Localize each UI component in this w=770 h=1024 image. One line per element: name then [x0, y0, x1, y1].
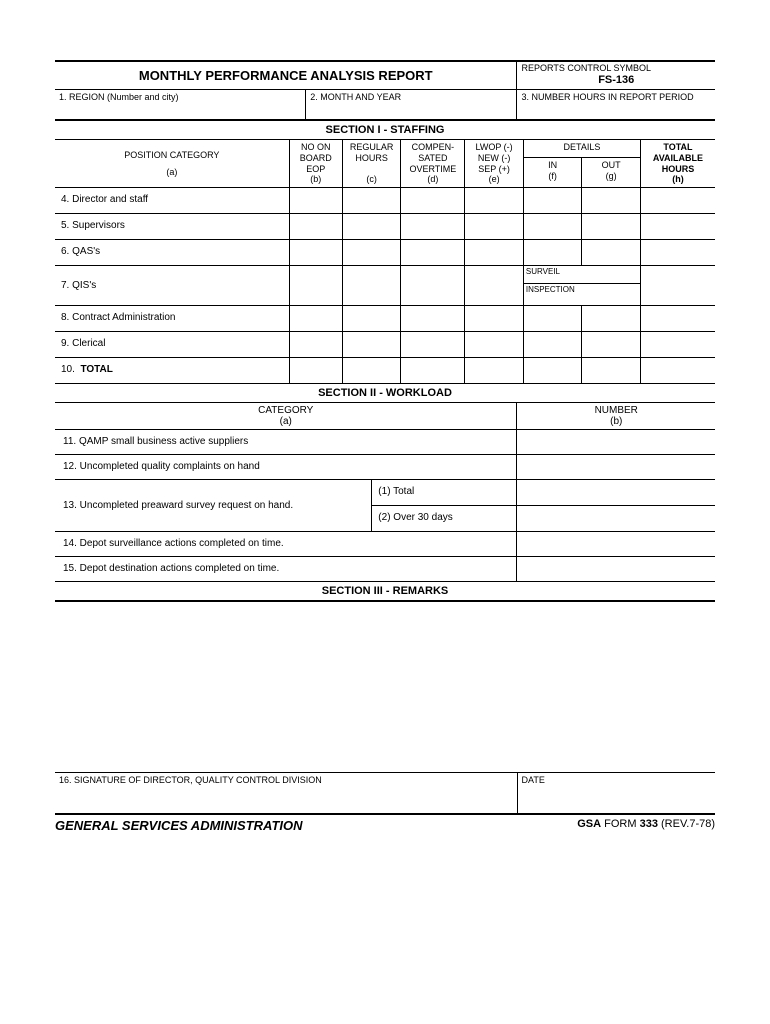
section3-title: SECTION III - REMARKS [55, 582, 715, 602]
row-11: 11. QAMP small business active suppliers [55, 430, 517, 455]
signature-field[interactable]: 16. SIGNATURE OF DIRECTOR, QUALITY CONTR… [55, 773, 517, 813]
row-13-over30: (2) Over 30 days [372, 506, 517, 532]
row-7: 7. QIS's [55, 266, 289, 306]
section2-table: SECTION II - WORKLOAD CATEGORY (a) NUMBE… [55, 384, 715, 602]
row-9: 9. Clerical [55, 332, 289, 358]
signature-table: 16. SIGNATURE OF DIRECTOR, QUALITY CONTR… [55, 772, 715, 813]
row-14: 14. Depot surveillance actions completed… [55, 532, 517, 557]
qis-details: SURVEIL INSPECTION [523, 266, 640, 306]
col-position: POSITION CATEGORY (a) [55, 140, 289, 188]
date-field[interactable]: DATE [517, 773, 715, 813]
hours-field[interactable]: 3. NUMBER HOURS IN REPORT PERIOD [517, 90, 715, 120]
col-in: IN (f) [523, 157, 582, 187]
col-total: TOTAL AVAILABLE HOURS (h) [640, 140, 715, 188]
row-6: 6. QAS's [55, 240, 289, 266]
col-regular: REGULAR HOURS (c) [342, 140, 401, 188]
row-10: 10. TOTAL [55, 358, 289, 384]
col-compen: COMPEN- SATED OVERTIME (d) [401, 140, 465, 188]
agency-name: GENERAL SERVICES ADMINISTRATION [55, 818, 303, 833]
row-13: 13. Uncompleted preaward survey request … [55, 480, 372, 532]
row-8: 8. Contract Administration [55, 306, 289, 332]
section1-table: SECTION I - STAFFING POSITION CATEGORY (… [55, 120, 715, 384]
form-title: MONTHLY PERFORMANCE ANALYSIS REPORT [55, 61, 517, 90]
form-number: GSA FORM 333 (REV.7-78) [577, 818, 715, 833]
row-12: 12. Uncompleted quality complaints on ha… [55, 455, 517, 480]
col-out: OUT (g) [582, 157, 641, 187]
section2-title: SECTION II - WORKLOAD [55, 384, 715, 403]
form-footer: GENERAL SERVICES ADMINISTRATION GSA FORM… [55, 813, 715, 833]
row-5: 5. Supervisors [55, 214, 289, 240]
row-4: 4. Director and staff [55, 188, 289, 214]
control-cell: REPORTS CONTROL SYMBOL FS-136 [517, 61, 715, 90]
header-table: MONTHLY PERFORMANCE ANALYSIS REPORT REPO… [55, 60, 715, 120]
month-field[interactable]: 2. MONTH AND YEAR [306, 90, 517, 120]
col-category: CATEGORY (a) [55, 403, 517, 430]
region-field[interactable]: 1. REGION (Number and city) [55, 90, 306, 120]
col-number: NUMBER (b) [517, 403, 715, 430]
remarks-area[interactable] [55, 602, 715, 772]
col-details: DETAILS [523, 140, 640, 158]
col-lwop: LWOP (-) NEW (-) SEP (+) (e) [465, 140, 524, 188]
row-13-total: (1) Total [372, 480, 517, 506]
section1-title: SECTION I - STAFFING [55, 121, 715, 140]
row-15: 15. Depot destination actions completed … [55, 557, 517, 582]
col-noon: NO ON BOARD EOP (b) [289, 140, 342, 188]
